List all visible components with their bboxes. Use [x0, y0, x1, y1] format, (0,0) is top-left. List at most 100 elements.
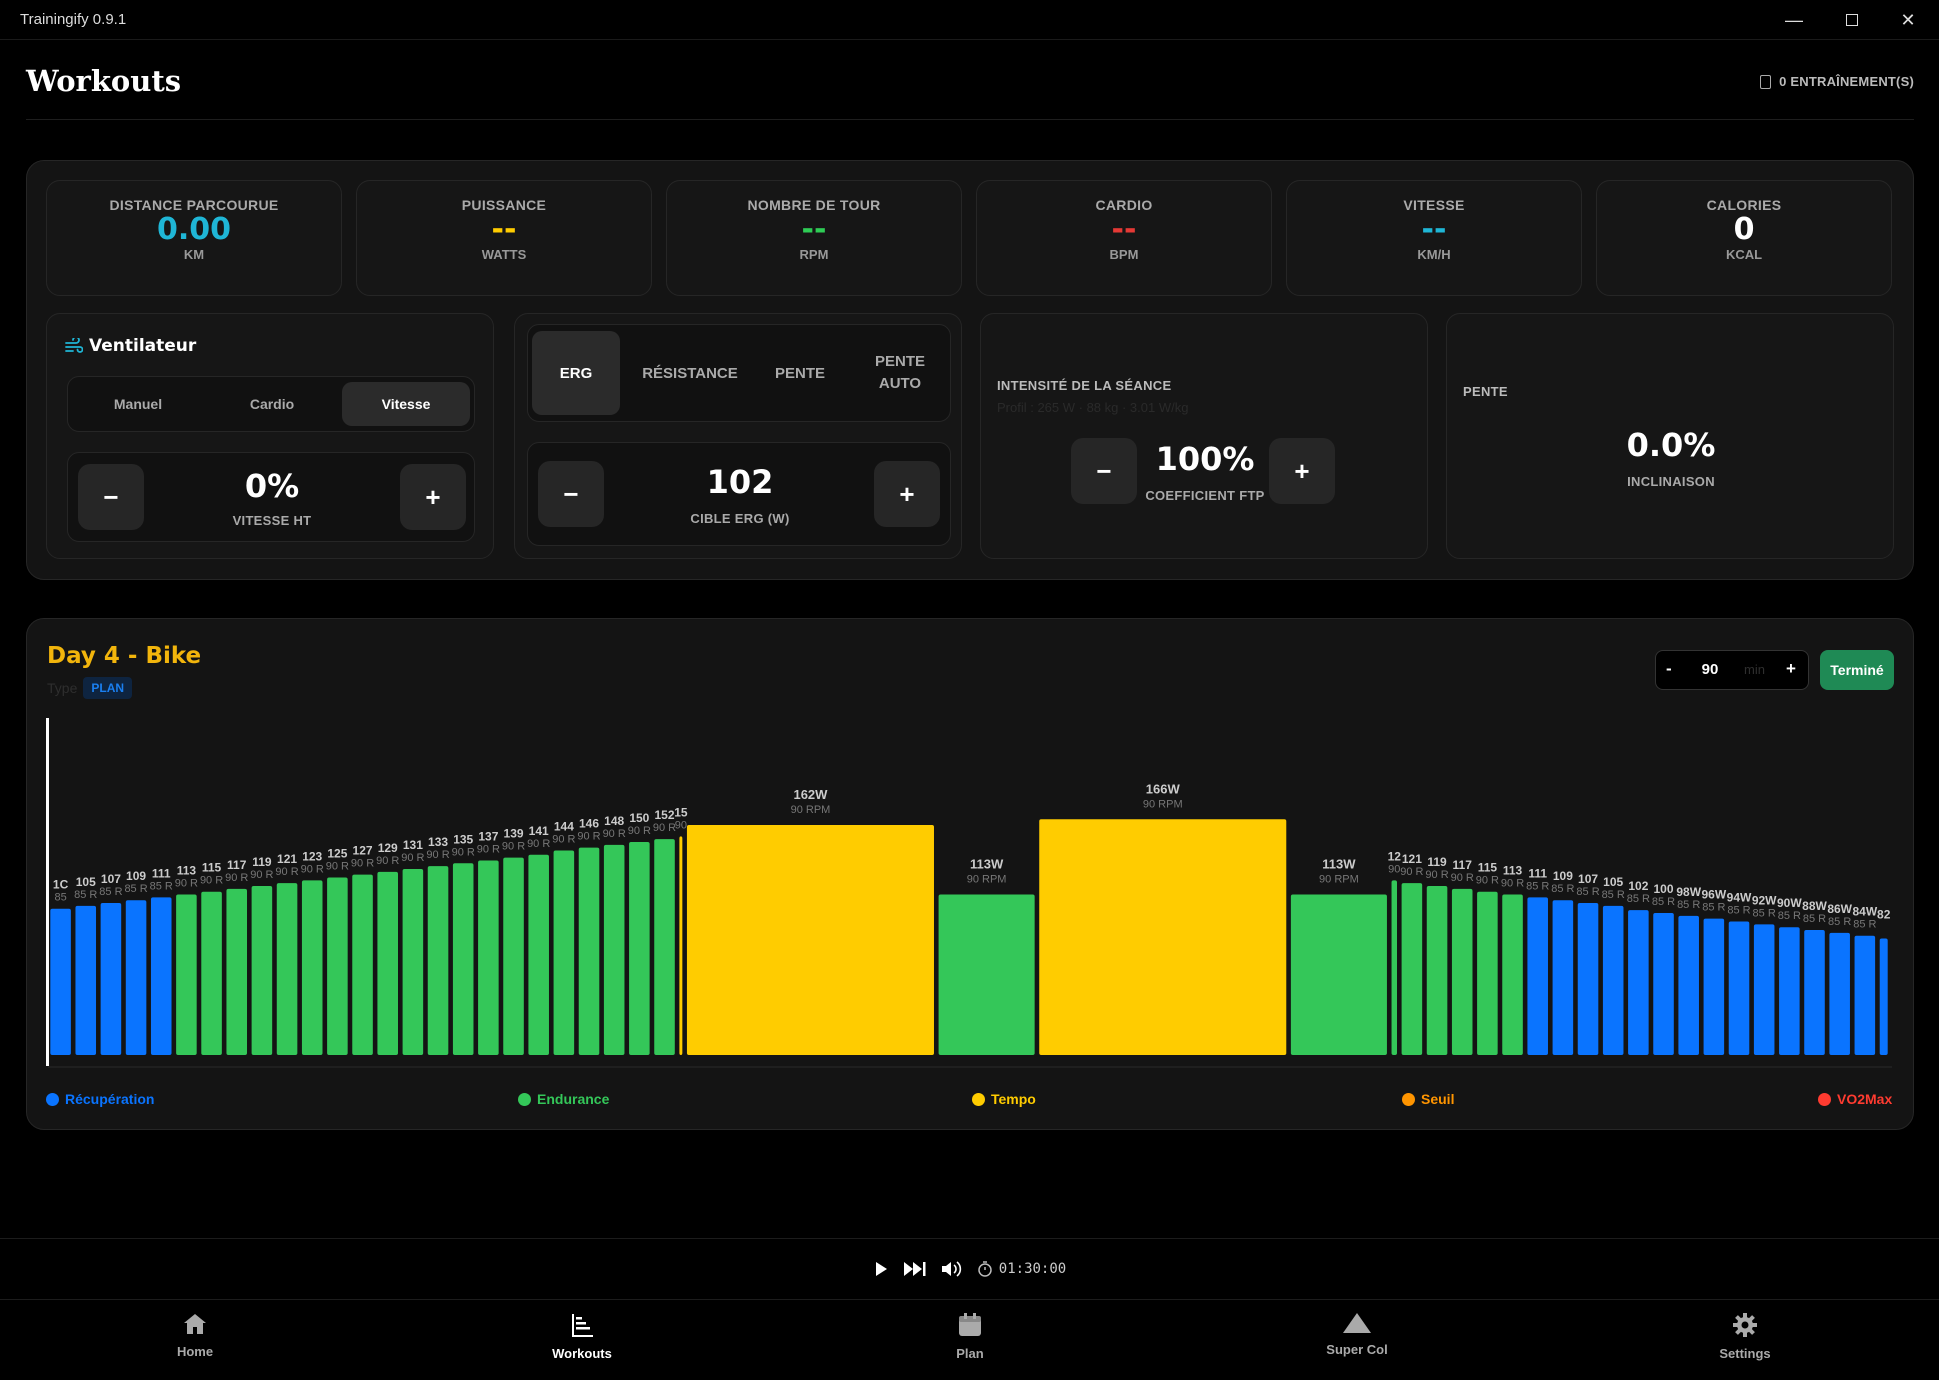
- fan-mode-cardio[interactable]: Cardio: [249, 396, 295, 412]
- mode-pente[interactable]: PENTE: [774, 364, 825, 382]
- app-title: Trainingify 0.9.1: [20, 11, 127, 28]
- workout-panel: Day 4 - Bike Type PLAN: [26, 618, 1914, 1130]
- maximize-button[interactable]: [1824, 0, 1880, 40]
- nav-home[interactable]: Home: [115, 1312, 275, 1359]
- metric-unit: BPM: [1109, 247, 1139, 262]
- close-icon: ✕: [1900, 9, 1916, 30]
- metric-value: 0: [1733, 212, 1755, 247]
- metric-value: --: [1421, 212, 1447, 247]
- gear-icon: [1733, 1313, 1757, 1337]
- timer-icon: [978, 1261, 992, 1277]
- home-icon: [184, 1314, 206, 1334]
- erg-target-label: CIBLE ERG (W): [690, 511, 790, 526]
- intensity-decrease-button[interactable]: −: [1071, 438, 1137, 504]
- nav-workouts-label: Workouts: [552, 1346, 612, 1361]
- nav-settings-label: Settings: [1719, 1346, 1771, 1361]
- erg-mode-selector: ERG RÉSISTANCE PENTE PENTE AUTO: [527, 324, 951, 422]
- erg-decrease-button[interactable]: −: [538, 461, 604, 527]
- intensity-increase-button[interactable]: +: [1269, 438, 1335, 504]
- volume-icon[interactable]: [941, 1260, 963, 1278]
- metric-label: PUISSANCE: [461, 197, 547, 213]
- metric-label: CARDIO: [1095, 197, 1153, 213]
- workout-count-label: 0 ENTRAÎNEMENT(S): [1779, 74, 1914, 89]
- metric-card-distance: DISTANCE PARCOURUE 0.00 KM: [46, 180, 342, 296]
- mode-resistance[interactable]: RÉSISTANCE: [642, 364, 738, 382]
- nav-home-label: Home: [176, 1344, 214, 1359]
- legend-item-vo2max: VO2Max: [1818, 1091, 1892, 1107]
- fan-speed-control: − 0% VITESSE HT +: [67, 452, 475, 542]
- metric-value: --: [491, 212, 517, 247]
- workout-type: Type PLAN: [47, 677, 133, 699]
- nav-plan[interactable]: Plan: [890, 1312, 1050, 1361]
- nav-workouts[interactable]: Workouts: [502, 1312, 662, 1361]
- slope-title: PENTE: [1463, 384, 1508, 399]
- play-icon[interactable]: [873, 1261, 889, 1277]
- legend-item-r-cup-ration: Récupération: [46, 1091, 154, 1107]
- erg-target-value: 102: [706, 463, 774, 501]
- mode-pente-auto[interactable]: PENTE AUTO: [874, 353, 925, 392]
- metric-card-heart-rate: CARDIO -- BPM: [976, 180, 1272, 296]
- erg-target-control: − 102 CIBLE ERG (W) +: [527, 442, 951, 546]
- fan-speed-label: VITESSE HT: [232, 513, 312, 528]
- metric-card-power: PUISSANCE -- WATTS: [356, 180, 652, 296]
- fan-increase-button[interactable]: +: [400, 464, 466, 530]
- workout-type-label: Type: [47, 680, 78, 696]
- document-icon: [1760, 74, 1772, 89]
- fan-header: Ventilateur: [65, 336, 196, 356]
- legend-label: Récupération: [65, 1091, 155, 1107]
- calendar-icon: [959, 1313, 981, 1336]
- workout-title: Day 4 - Bike: [47, 643, 202, 669]
- nav-super-col[interactable]: Super Col: [1277, 1312, 1437, 1357]
- skip-forward-icon[interactable]: [903, 1261, 927, 1277]
- legend-label: Endurance: [537, 1091, 610, 1107]
- bottom-nav: Home Workouts Plan Super Col Settings: [0, 1300, 1939, 1380]
- metric-card-calories: CALORIES 0 KCAL: [1596, 180, 1892, 296]
- page-title: Workouts: [26, 64, 182, 98]
- legend-label: Seuil: [1421, 1091, 1455, 1107]
- metric-card-speed: VITESSE -- KM/H: [1286, 180, 1582, 296]
- elapsed-time: 01:30:00: [998, 1261, 1067, 1277]
- slope-card: PENTE 0.0% INCLINAISON: [1446, 313, 1894, 559]
- metric-label: VITESSE: [1403, 197, 1465, 213]
- metric-label: NOMBRE DE TOUR: [747, 197, 881, 213]
- metric-unit: KCAL: [1725, 247, 1763, 262]
- legend-label: VO2Max: [1837, 1091, 1893, 1107]
- close-button[interactable]: ✕: [1880, 0, 1936, 40]
- legend-item-tempo: Tempo: [972, 1091, 1036, 1107]
- fan-mode-vitesse[interactable]: Vitesse: [342, 382, 470, 426]
- legend-item-endurance: Endurance: [518, 1091, 609, 1107]
- mountain-icon: [1343, 1313, 1371, 1333]
- fan-mode-selector: Manuel Cardio Vitesse: [67, 376, 475, 432]
- erg-increase-button[interactable]: +: [874, 461, 940, 527]
- fan-decrease-button[interactable]: −: [78, 464, 144, 530]
- nav-settings[interactable]: Settings: [1665, 1312, 1825, 1361]
- mode-erg[interactable]: ERG: [532, 331, 620, 415]
- workout-type-badge: PLAN: [83, 677, 133, 699]
- maximize-icon: [1846, 14, 1858, 26]
- title-bar: Trainingify 0.9.1 — ✕: [0, 0, 1939, 40]
- intensity-label: COEFFICIENT FTP: [1145, 488, 1265, 503]
- fan-speed-value: 0%: [244, 467, 300, 505]
- erg-card: ERG RÉSISTANCE PENTE PENTE AUTO − 102 CI…: [514, 313, 962, 559]
- metric-value: --: [1111, 212, 1137, 247]
- metric-label: DISTANCE PARCOURUE: [109, 197, 279, 213]
- workout-count[interactable]: 0 ENTRAÎNEMENT(S): [1760, 74, 1914, 89]
- minimize-icon: —: [1785, 9, 1803, 30]
- nav-super-col-label: Super Col: [1326, 1342, 1388, 1357]
- metric-card-cadence: NOMBRE DE TOUR -- RPM: [666, 180, 962, 296]
- legend-dot: [1818, 1092, 1831, 1106]
- duration-value[interactable]: 90: [1701, 661, 1719, 678]
- legend-label: Tempo: [991, 1091, 1036, 1107]
- duration-increase-button[interactable]: +: [1786, 659, 1796, 678]
- done-button[interactable]: Terminé: [1820, 650, 1894, 690]
- metric-unit: WATTS: [481, 247, 527, 262]
- minimize-button[interactable]: —: [1766, 0, 1822, 40]
- fan-mode-manuel[interactable]: Manuel: [113, 396, 163, 412]
- duration-unit: min: [1744, 662, 1765, 677]
- duration-control: - 90 min +: [1655, 650, 1809, 690]
- intensity-card: INTENSITÉ DE LA SÉANCE Profil : 265 W · …: [980, 313, 1428, 559]
- duration-decrease-button[interactable]: -: [1666, 659, 1672, 678]
- fan-card: Ventilateur Manuel Cardio Vitesse − 0% V…: [46, 313, 494, 559]
- intensity-title: INTENSITÉ DE LA SÉANCE: [997, 378, 1172, 393]
- wind-icon: [65, 338, 83, 353]
